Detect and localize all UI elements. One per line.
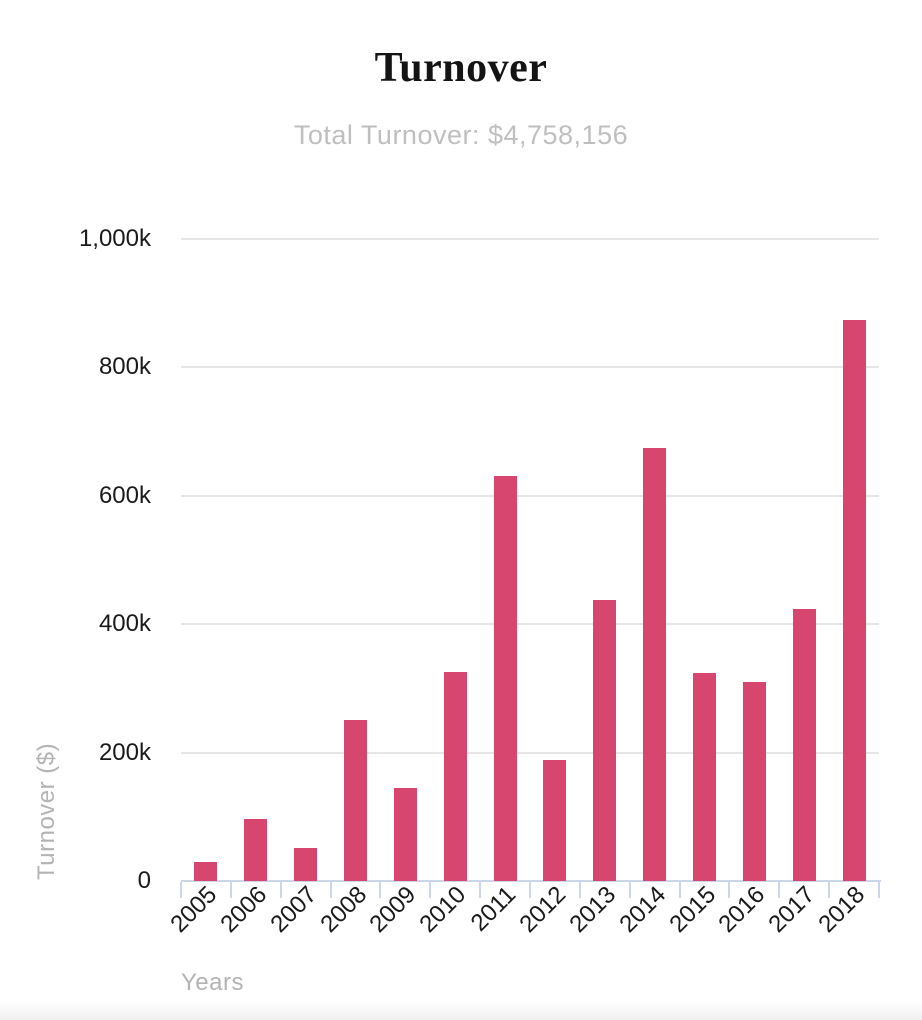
bar-2015[interactable] xyxy=(693,673,716,881)
tick-mark xyxy=(529,882,531,898)
x-axis-line xyxy=(181,880,881,882)
y-tick-label-400k: 400k xyxy=(98,610,151,638)
x-tick-label-text: 2007 xyxy=(264,881,322,938)
tick-mark xyxy=(279,882,282,898)
bar-2005[interactable] xyxy=(194,862,218,881)
x-tick-label-text: 2012 xyxy=(514,881,572,938)
bar-2017[interactable] xyxy=(792,609,816,881)
gridline-200k xyxy=(181,751,879,754)
y-tick-label-600k: 600k xyxy=(98,481,151,509)
tick-mark xyxy=(878,882,880,898)
tick-mark xyxy=(678,882,681,898)
x-axis-title: Years xyxy=(181,969,244,996)
x-tick-label-text: 2013 xyxy=(564,881,621,938)
x-tick-label-text: 2011 xyxy=(465,881,522,937)
bar-2018[interactable] xyxy=(842,319,866,881)
bar-2007[interactable] xyxy=(294,848,318,881)
bar-2008[interactable] xyxy=(344,720,367,881)
bottom-divider xyxy=(0,1000,922,1020)
y-tick-label-1,000k: 1,000k xyxy=(78,225,151,252)
y-tick-label-0: 0 xyxy=(137,867,151,894)
x-tick-label-text: 2005 xyxy=(165,881,223,938)
bar-2013[interactable] xyxy=(593,600,617,881)
x-tick-label-text: 2009 xyxy=(364,881,422,938)
bar-2006[interactable] xyxy=(244,818,268,881)
bar-2016[interactable] xyxy=(742,681,766,881)
tick-mark xyxy=(329,882,332,898)
x-tick-label-text: 2015 xyxy=(663,881,721,938)
tick-mark xyxy=(429,882,432,898)
y-tick-label-800k: 800k xyxy=(98,353,151,381)
x-tick-label-text: 2006 xyxy=(215,881,272,938)
gridline-600k xyxy=(181,494,879,497)
gridline-1,000k xyxy=(181,238,879,240)
tick-mark xyxy=(180,882,182,898)
y-axis-title-text: Turnover ($) xyxy=(33,742,60,880)
chart-title: Turnover xyxy=(374,45,548,91)
tick-mark xyxy=(578,882,581,898)
tick-mark xyxy=(479,882,482,898)
x-tick-label-text: 2016 xyxy=(713,881,771,938)
x-tick-label-text: 2014 xyxy=(613,881,671,938)
y-tick-label-200k: 200k xyxy=(98,738,151,766)
x-tick-label-text: 2008 xyxy=(314,881,372,938)
x-tick-label-text: 2010 xyxy=(414,881,472,938)
bar-2014[interactable] xyxy=(643,447,667,881)
bar-2010[interactable] xyxy=(443,671,467,881)
tick-mark xyxy=(229,882,232,898)
tick-mark xyxy=(728,882,731,898)
x-tick-label-text: 2017 xyxy=(763,881,821,938)
chart-subtitle: Total Turnover: $4,758,156 xyxy=(293,120,629,150)
tick-mark xyxy=(828,882,831,898)
bar-2011[interactable] xyxy=(493,476,517,881)
tick-mark xyxy=(628,882,631,898)
gridline-800k xyxy=(181,366,879,369)
bar-2012[interactable] xyxy=(543,760,567,881)
gridline-400k xyxy=(181,623,879,626)
x-tick-label-text: 2018 xyxy=(813,881,871,938)
tick-mark xyxy=(778,882,781,898)
bar-2009[interactable] xyxy=(393,788,417,881)
tick-mark xyxy=(379,882,382,898)
